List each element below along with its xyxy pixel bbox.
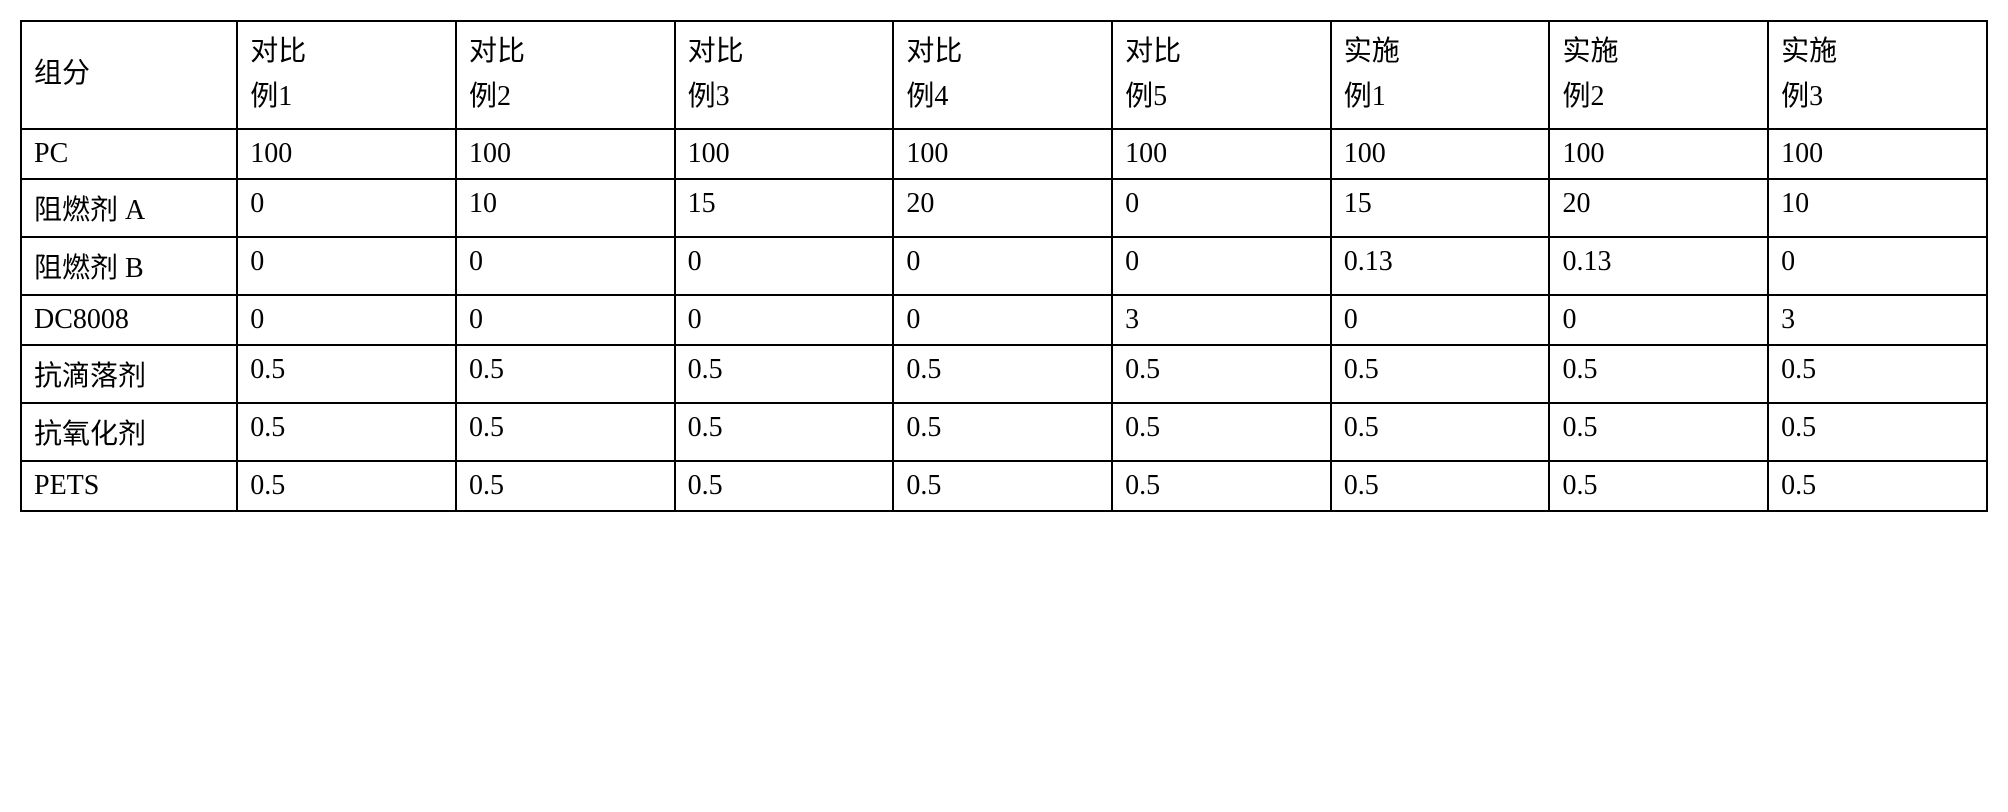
data-cell: 0 [1768,237,1987,295]
data-cell: 0.5 [675,461,894,511]
data-cell: 0 [675,295,894,345]
data-cell: 0.5 [675,403,894,461]
data-cell: 0.5 [1768,345,1987,403]
data-cell: 0.5 [237,461,456,511]
table-body: PC 100 100 100 100 100 100 100 100 阻燃剂 A… [21,129,1987,511]
data-cell: 0.5 [1112,403,1331,461]
header-cell-compare-5: 对比 例5 [1112,21,1331,129]
header-label-line2: 例1 [1344,81,1386,112]
table-row: PC 100 100 100 100 100 100 100 100 [21,129,1987,179]
header-cell-compare-1: 对比 例1 [237,21,456,129]
header-label: 组分 [34,58,90,89]
table-row: 阻燃剂 A 0 10 15 20 0 15 20 10 [21,179,1987,237]
header-label-line1: 实施 [1562,36,1618,67]
data-cell: 0 [1549,295,1768,345]
data-cell: 0.13 [1331,237,1550,295]
table-row: 抗氧化剂 0.5 0.5 0.5 0.5 0.5 0.5 0.5 0.5 [21,403,1987,461]
data-cell: 0.5 [1768,403,1987,461]
data-cell: 0 [1331,295,1550,345]
data-cell: 0 [893,295,1112,345]
header-cell-compare-2: 对比 例2 [456,21,675,129]
header-label-line1: 对比 [250,36,306,67]
data-cell: 0 [675,237,894,295]
data-cell: 0 [456,237,675,295]
data-cell: 0 [893,237,1112,295]
header-cell-compare-4: 对比 例4 [893,21,1112,129]
data-cell: 20 [1549,179,1768,237]
data-cell: 0.5 [456,403,675,461]
data-cell: 0.5 [1549,461,1768,511]
header-cell-example-1: 实施 例1 [1331,21,1550,129]
data-cell: 100 [456,129,675,179]
row-label: 阻燃剂 B [21,237,237,295]
data-cell: 0.5 [1331,403,1550,461]
header-label-line2: 例2 [1562,81,1604,112]
data-cell: 0.5 [237,403,456,461]
data-cell: 0.5 [456,345,675,403]
row-label: PC [21,129,237,179]
data-cell: 0.13 [1549,237,1768,295]
data-table: 组分 对比 例1 对比 例2 对比 例3 对比 例4 对比 例5 [20,20,1988,512]
data-cell: 0.5 [1331,345,1550,403]
header-label-line2: 例1 [250,81,292,112]
data-cell: 100 [1549,129,1768,179]
data-cell: 100 [237,129,456,179]
data-cell: 0.5 [1549,345,1768,403]
table-row: 阻燃剂 B 0 0 0 0 0 0.13 0.13 0 [21,237,1987,295]
row-label: 阻燃剂 A [21,179,237,237]
data-cell: 0.5 [1768,461,1987,511]
data-cell: 0.5 [1112,461,1331,511]
data-cell: 0.5 [893,403,1112,461]
header-label-line1: 对比 [688,36,744,67]
header-label-line2: 例4 [906,81,948,112]
header-label-line1: 对比 [469,36,525,67]
data-cell: 0.5 [1112,345,1331,403]
data-cell: 100 [1112,129,1331,179]
row-label: 抗氧化剂 [21,403,237,461]
header-cell-example-2: 实施 例2 [1549,21,1768,129]
header-label-line2: 例5 [1125,81,1167,112]
header-cell-component: 组分 [21,21,237,129]
data-cell: 10 [456,179,675,237]
header-cell-compare-3: 对比 例3 [675,21,894,129]
data-cell: 0.5 [1549,403,1768,461]
data-cell: 0.5 [893,461,1112,511]
data-cell: 10 [1768,179,1987,237]
row-label: PETS [21,461,237,511]
data-cell: 3 [1112,295,1331,345]
header-label-line2: 例3 [688,81,730,112]
data-cell: 0 [1112,237,1331,295]
table-header-row: 组分 对比 例1 对比 例2 对比 例3 对比 例4 对比 例5 [21,21,1987,129]
header-label-line2: 例2 [469,81,511,112]
header-label-line1: 对比 [906,36,962,67]
data-cell: 15 [675,179,894,237]
data-cell: 0 [456,295,675,345]
data-cell: 0 [237,179,456,237]
row-label: 抗滴落剂 [21,345,237,403]
data-cell: 0.5 [893,345,1112,403]
data-cell: 0 [1112,179,1331,237]
data-cell: 100 [675,129,894,179]
table-row: DC8008 0 0 0 0 3 0 0 3 [21,295,1987,345]
data-cell: 100 [1768,129,1987,179]
data-cell: 0.5 [237,345,456,403]
data-cell: 100 [893,129,1112,179]
header-label-line1: 实施 [1781,36,1837,67]
data-cell: 20 [893,179,1112,237]
data-cell: 0 [237,237,456,295]
header-cell-example-3: 实施 例3 [1768,21,1987,129]
data-cell: 3 [1768,295,1987,345]
data-cell: 0.5 [456,461,675,511]
header-label-line1: 实施 [1344,36,1400,67]
data-cell: 0.5 [1331,461,1550,511]
data-cell: 15 [1331,179,1550,237]
header-label-line2: 例3 [1781,81,1823,112]
data-cell: 0 [237,295,456,345]
table-row: PETS 0.5 0.5 0.5 0.5 0.5 0.5 0.5 0.5 [21,461,1987,511]
data-cell: 0.5 [675,345,894,403]
data-cell: 100 [1331,129,1550,179]
header-label-line1: 对比 [1125,36,1181,67]
row-label: DC8008 [21,295,237,345]
table-row: 抗滴落剂 0.5 0.5 0.5 0.5 0.5 0.5 0.5 0.5 [21,345,1987,403]
